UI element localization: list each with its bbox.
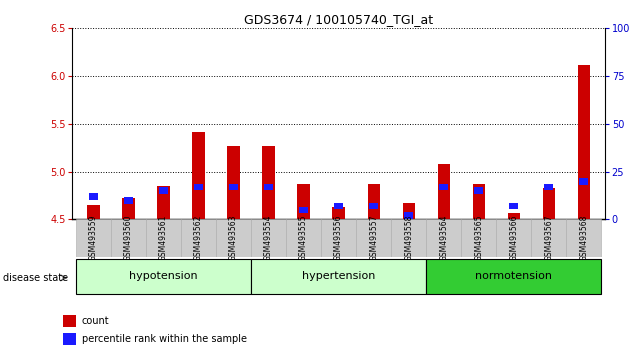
Text: GSM493557: GSM493557 bbox=[369, 215, 378, 261]
Bar bbox=[159, 188, 168, 194]
Bar bbox=[146, 219, 181, 257]
Bar bbox=[251, 219, 286, 257]
Bar bbox=[76, 219, 111, 257]
Bar bbox=[403, 203, 415, 219]
Bar bbox=[438, 164, 450, 219]
Text: GSM493563: GSM493563 bbox=[229, 215, 238, 261]
Text: GSM493562: GSM493562 bbox=[194, 215, 203, 261]
Bar bbox=[264, 184, 273, 190]
Bar bbox=[426, 258, 601, 294]
Bar bbox=[474, 188, 483, 194]
Text: GSM493558: GSM493558 bbox=[404, 215, 413, 261]
Bar bbox=[124, 197, 133, 204]
Bar bbox=[286, 219, 321, 257]
Bar bbox=[76, 258, 251, 294]
Text: percentile rank within the sample: percentile rank within the sample bbox=[82, 334, 247, 344]
Text: GSM493564: GSM493564 bbox=[439, 215, 448, 261]
Bar bbox=[263, 146, 275, 219]
Bar bbox=[439, 184, 449, 190]
Text: count: count bbox=[82, 316, 110, 326]
Bar bbox=[297, 184, 310, 219]
Bar bbox=[181, 219, 216, 257]
Bar bbox=[544, 184, 553, 190]
Bar bbox=[227, 146, 239, 219]
Bar bbox=[369, 203, 378, 210]
Text: GSM493566: GSM493566 bbox=[509, 215, 518, 261]
Bar bbox=[63, 333, 76, 345]
Bar bbox=[391, 219, 426, 257]
Text: GSM493555: GSM493555 bbox=[299, 215, 308, 261]
Text: GSM493567: GSM493567 bbox=[544, 215, 553, 261]
Text: hypertension: hypertension bbox=[302, 271, 375, 281]
Title: GDS3674 / 100105740_TGI_at: GDS3674 / 100105740_TGI_at bbox=[244, 13, 433, 26]
Bar bbox=[367, 184, 380, 219]
Text: GSM493565: GSM493565 bbox=[474, 215, 483, 261]
Bar bbox=[426, 219, 461, 257]
Bar bbox=[89, 193, 98, 200]
Bar bbox=[122, 199, 135, 219]
Text: GSM493560: GSM493560 bbox=[124, 215, 133, 261]
Bar bbox=[566, 219, 601, 257]
Bar bbox=[229, 184, 238, 190]
Text: normotension: normotension bbox=[475, 271, 553, 281]
Bar bbox=[251, 258, 426, 294]
Bar bbox=[404, 212, 413, 219]
Bar bbox=[334, 203, 343, 210]
Bar bbox=[472, 184, 485, 219]
Bar bbox=[158, 186, 169, 219]
Bar bbox=[333, 207, 345, 219]
Bar bbox=[578, 65, 590, 219]
Bar bbox=[216, 219, 251, 257]
Text: GSM493559: GSM493559 bbox=[89, 215, 98, 261]
Bar bbox=[88, 205, 100, 219]
Bar bbox=[531, 219, 566, 257]
Bar bbox=[579, 178, 588, 184]
Text: GSM493556: GSM493556 bbox=[334, 215, 343, 261]
Bar bbox=[542, 188, 555, 219]
Text: hypotension: hypotension bbox=[129, 271, 198, 281]
Bar bbox=[508, 213, 520, 219]
Text: GSM493568: GSM493568 bbox=[580, 215, 588, 261]
Text: GSM493554: GSM493554 bbox=[264, 215, 273, 261]
Bar bbox=[321, 219, 356, 257]
Bar bbox=[496, 219, 531, 257]
Bar bbox=[461, 219, 496, 257]
Bar bbox=[356, 219, 391, 257]
Bar bbox=[192, 132, 205, 219]
Bar bbox=[111, 219, 146, 257]
Text: GSM493561: GSM493561 bbox=[159, 215, 168, 261]
Bar bbox=[63, 315, 76, 327]
Bar bbox=[299, 207, 308, 213]
Text: disease state: disease state bbox=[3, 273, 68, 283]
Bar bbox=[194, 184, 203, 190]
Bar bbox=[509, 203, 518, 210]
